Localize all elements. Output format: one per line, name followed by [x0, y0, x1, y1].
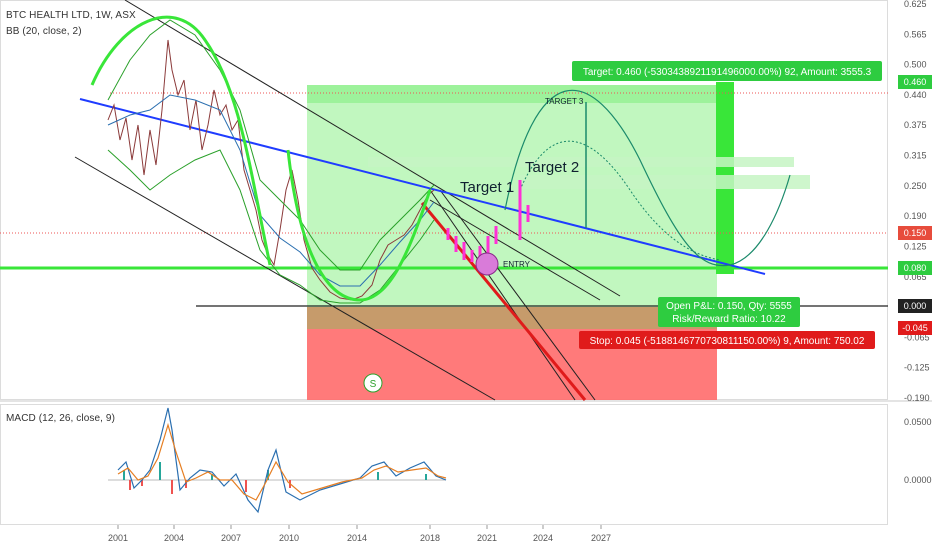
entry-circle: [475, 252, 499, 276]
x-tick-label: 2021: [477, 533, 497, 543]
open-pl-text: Open P&L: 0.150, Qty: 5555: [666, 301, 792, 312]
price-tag-label: -0.045: [902, 323, 928, 333]
s-marker-label: S: [370, 379, 377, 390]
bollinger-basis: [107, 94, 435, 287]
projection-curve: [504, 89, 791, 267]
y-tick-label: 0.190: [904, 211, 927, 221]
price-tag: [898, 226, 932, 240]
x-tick-label: 2007: [221, 533, 241, 543]
macd-y-tick-label: 0.0000: [904, 475, 932, 485]
blue-trendline: [79, 98, 766, 275]
macd-y-tick-label: 0.0500: [904, 417, 932, 427]
indicator-title: BB (20, close, 2): [6, 26, 82, 37]
target-band-2: [520, 175, 810, 189]
x-tick-label: 2024: [533, 533, 553, 543]
x-tick-label: 2027: [591, 533, 611, 543]
y-tick-label: 0.440: [904, 90, 927, 100]
cup-arc-left: [90, 15, 272, 266]
y-tick-label: 0.500: [904, 60, 927, 70]
macd-panel-border: [0, 404, 888, 525]
profit-zone: [307, 85, 717, 307]
price-tag: [898, 75, 932, 89]
stop-info-text: Stop: 0.045 (-5188146770730811150.00%) 9…: [590, 336, 865, 347]
neutral-zone: [307, 307, 717, 329]
y-tick-label: 0.315: [904, 151, 927, 161]
target-info-text: Target: 0.460 (-5303438921191496000.00%)…: [583, 67, 872, 78]
y-tick-label: 0.625: [904, 0, 927, 9]
target2-label: Target 2: [525, 159, 579, 176]
price-tag-label: 0.000: [904, 301, 927, 311]
price-tag: [898, 321, 932, 335]
macd-histogram: [123, 462, 427, 494]
y-tick-label: 0.375: [904, 120, 927, 130]
target1-label: Target 1: [460, 179, 514, 196]
symbol-title: BTC HEALTH LTD, 1W, ASX: [6, 10, 136, 21]
target-info-box: [572, 61, 882, 81]
price-tag-label: 0.080: [904, 263, 927, 273]
s-marker[interactable]: [363, 373, 383, 393]
y-tick-label: 0.250: [904, 181, 927, 191]
wedge-line-1: [429, 189, 576, 401]
price-tag-label: 0.150: [904, 228, 927, 238]
risk-reward-text: Risk/Reward Ratio: 10.22: [672, 314, 786, 325]
cup-arc-right: [286, 149, 432, 302]
x-tick-label: 2001: [108, 533, 128, 543]
macd-title: MACD (12, 26, close, 9): [6, 413, 116, 424]
y-tick-label: 0.565: [904, 29, 927, 39]
macd-signal: [117, 422, 447, 501]
y-tick-label: -0.190: [904, 393, 930, 403]
price-tag: [898, 299, 932, 313]
x-tick-label: 2010: [279, 533, 299, 543]
channel-lower: [74, 156, 496, 401]
target-band-1: [368, 157, 794, 167]
channel-upper: [124, 0, 621, 297]
entry-label: ENTRY: [503, 260, 531, 269]
bollinger-upper: [107, 19, 435, 271]
price-path: [107, 39, 435, 301]
x-tick-label: 2018: [420, 533, 440, 543]
projection-curve-dotted: [519, 140, 721, 261]
target3-label: TARGET 3: [545, 97, 584, 106]
profit-zone-top: [307, 85, 717, 103]
y-tick-label: -0.065: [904, 332, 930, 342]
price-tag-label: 0.460: [904, 77, 927, 87]
x-tick-label: 2004: [164, 533, 184, 543]
x-tick-label: 2014: [347, 533, 367, 543]
bollinger-lower: [107, 149, 435, 304]
pl-info-box: [658, 297, 800, 327]
y-tick-label: 0.125: [904, 241, 927, 251]
price-tag: [898, 261, 932, 275]
wedge-line-3: [429, 199, 601, 301]
stop-info-box: [579, 331, 875, 349]
macd-line: [117, 407, 447, 514]
wedge-line-2: [439, 189, 596, 401]
y-tick-label: -0.125: [904, 363, 930, 373]
y-tick-label: 0.065: [904, 272, 927, 282]
